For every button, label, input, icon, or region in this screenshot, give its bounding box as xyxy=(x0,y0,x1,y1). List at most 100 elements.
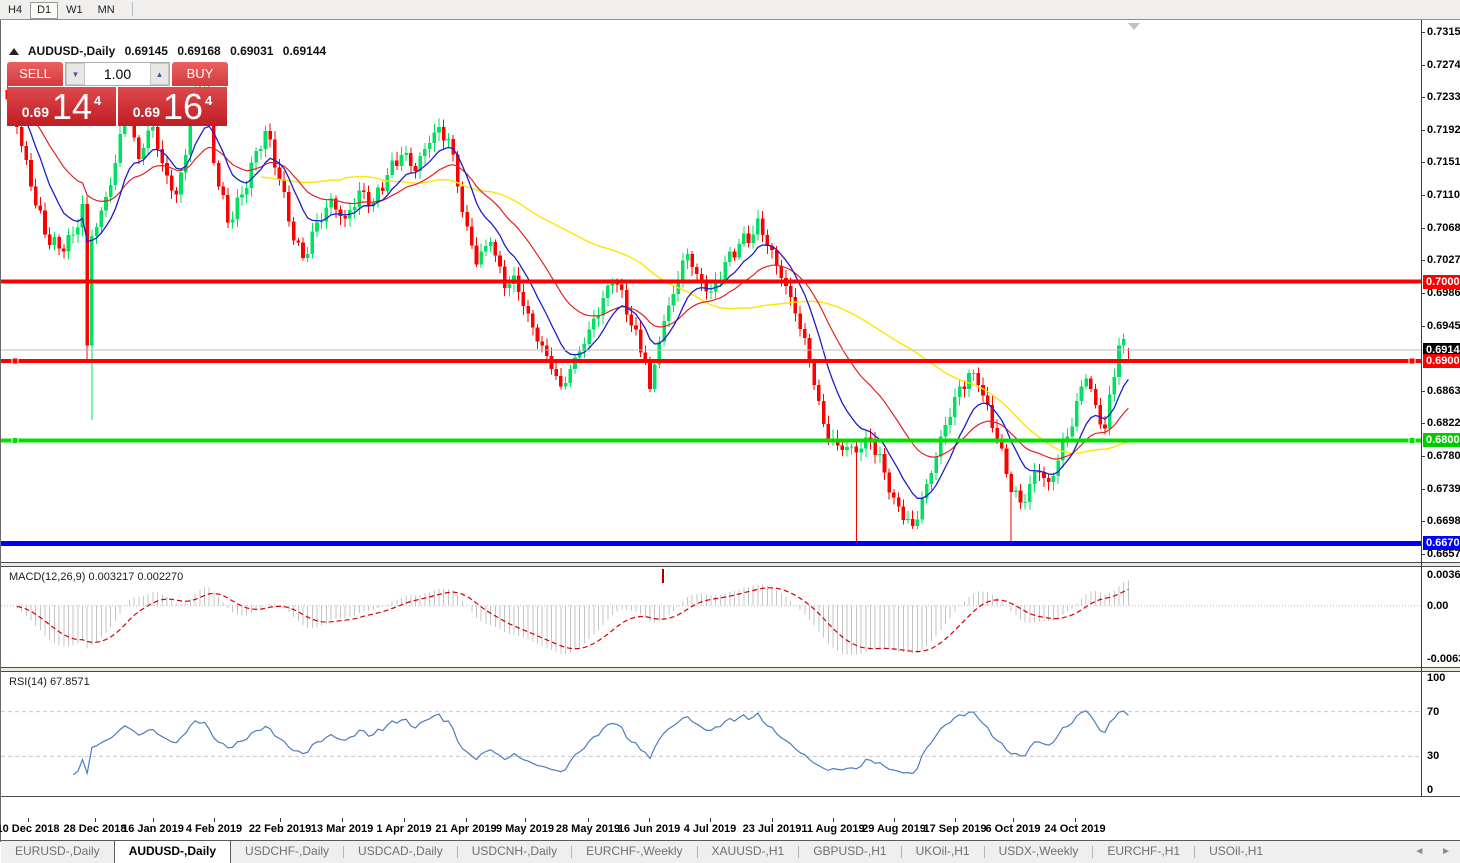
price-chart[interactable] xyxy=(1,20,1422,563)
volume-increase-button[interactable]: ▲ xyxy=(150,63,169,85)
timeframe-button-d1[interactable]: D1 xyxy=(30,2,59,19)
candle-body xyxy=(990,404,995,428)
candle-body xyxy=(976,372,981,386)
sell-button[interactable]: SELL xyxy=(7,62,63,86)
candle-body xyxy=(587,329,591,345)
tab-scroll-left-icon[interactable]: ◄ xyxy=(1414,846,1425,857)
candle-body xyxy=(582,344,587,352)
candle-body xyxy=(967,373,971,389)
candle-body xyxy=(1060,440,1065,461)
price-tick-dash xyxy=(1421,129,1425,131)
date-tick xyxy=(1013,818,1014,822)
candle-body xyxy=(484,246,488,252)
candle-body xyxy=(282,178,287,192)
candle-body xyxy=(863,437,868,449)
candle-body xyxy=(24,146,29,160)
candle-body xyxy=(803,329,807,339)
timeframe-button-w1[interactable]: W1 xyxy=(66,4,83,16)
date-label: 10 Dec 2018 xyxy=(0,823,60,835)
candle-body xyxy=(273,139,277,168)
date-tick xyxy=(153,818,154,822)
tab-usdchf-daily[interactable]: USDCHF-,Daily xyxy=(245,844,330,858)
date-tick xyxy=(342,818,343,822)
candle-body xyxy=(629,314,634,326)
candle-body xyxy=(57,237,61,249)
candle-body xyxy=(305,253,310,259)
sell-price-pip: 4 xyxy=(94,93,102,108)
rsi-panel[interactable] xyxy=(1,672,1422,796)
candle-body xyxy=(779,265,784,278)
candle-body xyxy=(319,221,324,223)
candle-body xyxy=(1107,394,1112,429)
tab-eurusd-daily[interactable]: EURUSD-,Daily xyxy=(15,844,100,858)
collapse-panel-icon[interactable] xyxy=(9,48,19,55)
volume-decrease-button[interactable]: ▼ xyxy=(66,63,85,85)
candle-body xyxy=(760,218,765,235)
candle-body xyxy=(61,248,66,252)
candle-body xyxy=(971,372,976,374)
tab-audusd-daily[interactable]: AUDUSD-,Daily xyxy=(113,841,232,863)
price-tick-dash xyxy=(1421,423,1425,425)
timeframe-button-h4[interactable]: H4 xyxy=(8,4,23,16)
volume-value[interactable]: 1.00 xyxy=(103,66,132,82)
buy-button[interactable]: BUY xyxy=(172,62,228,86)
tab-eurchf-h1[interactable]: EURCHF-,H1 xyxy=(1107,844,1181,858)
tab-gbpusd-h1[interactable]: GBPUSD-,H1 xyxy=(813,844,887,858)
tab-ukoil-h1[interactable]: UKOil-,H1 xyxy=(915,844,970,858)
tab-eurchf-weekly[interactable]: EURCHF-,Weekly xyxy=(586,844,683,858)
candle-body xyxy=(1084,378,1088,387)
candle-body xyxy=(1051,475,1056,482)
candle-body xyxy=(545,345,549,357)
date-label: 4 Jul 2019 xyxy=(683,823,737,835)
price-tick-dash xyxy=(1421,390,1425,392)
panel-splitter[interactable] xyxy=(1,562,1460,567)
timeframe-button-mn[interactable]: MN xyxy=(97,4,115,16)
candle-body xyxy=(1056,460,1060,476)
tab-xauusd-h1[interactable]: XAUUSD-,H1 xyxy=(711,844,785,858)
tab-usdcad-daily[interactable]: USDCAD-,Daily xyxy=(358,844,443,858)
chart-window[interactable]: AUDUSD-,Daily 0.69145 0.69168 0.69031 0.… xyxy=(0,20,1460,863)
sell-price-display[interactable]: 0.69 14 4 xyxy=(7,87,116,126)
macd-panel[interactable] xyxy=(1,567,1422,667)
candle-body xyxy=(146,130,150,149)
buy-price-display[interactable]: 0.69 16 4 xyxy=(118,87,227,126)
candle-body xyxy=(1023,502,1028,504)
candle-body xyxy=(470,226,474,246)
time-scale[interactable]: 10 Dec 2018 28 Dec 2018 16 Jan 2019 4 Feb 2… xyxy=(0,818,1460,839)
tab-usdcnh-daily[interactable]: USDCNH-,Daily xyxy=(471,844,558,858)
candle-body xyxy=(94,226,99,236)
tab-scroll-right-icon[interactable]: ► xyxy=(1441,846,1451,857)
candle-body xyxy=(474,245,479,265)
price-tick-dash xyxy=(1421,488,1425,490)
tab-scroll-buttons: ◄ ► xyxy=(1400,841,1460,863)
tab-usoil-h1[interactable]: USOil-,H1 xyxy=(1209,844,1264,858)
rsi-scale-label: 0 xyxy=(1427,784,1434,796)
candle-body xyxy=(376,187,380,203)
macd-scale-label: 0.003674 xyxy=(1427,569,1460,581)
price-tick-dash xyxy=(1421,293,1425,294)
candle-body xyxy=(169,175,174,191)
macd-label: MACD(12,26,9) 0.003217 0.002270 xyxy=(9,571,184,583)
candle-body xyxy=(535,327,540,342)
candle-body xyxy=(141,148,146,159)
price-tick-dash xyxy=(1421,194,1425,196)
sell-price-prefix: 0.69 xyxy=(21,104,49,120)
candle-body xyxy=(108,184,113,197)
candle-body xyxy=(132,121,136,138)
price-tick-dash xyxy=(1421,456,1425,458)
candle-body xyxy=(66,234,71,252)
candle-body xyxy=(901,506,906,520)
panel-splitter[interactable] xyxy=(1,667,1460,672)
candle-body xyxy=(151,127,155,131)
price-tick-dash xyxy=(1421,97,1425,99)
date-label: 17 Sep 2019 xyxy=(923,823,987,835)
tab-usdx-weekly[interactable]: USDX-,Weekly xyxy=(998,844,1079,858)
hline-support-0.68001 xyxy=(1,438,1422,443)
date-tick xyxy=(280,818,281,822)
candle-body xyxy=(882,454,887,473)
fast-ma-line xyxy=(7,98,1129,499)
